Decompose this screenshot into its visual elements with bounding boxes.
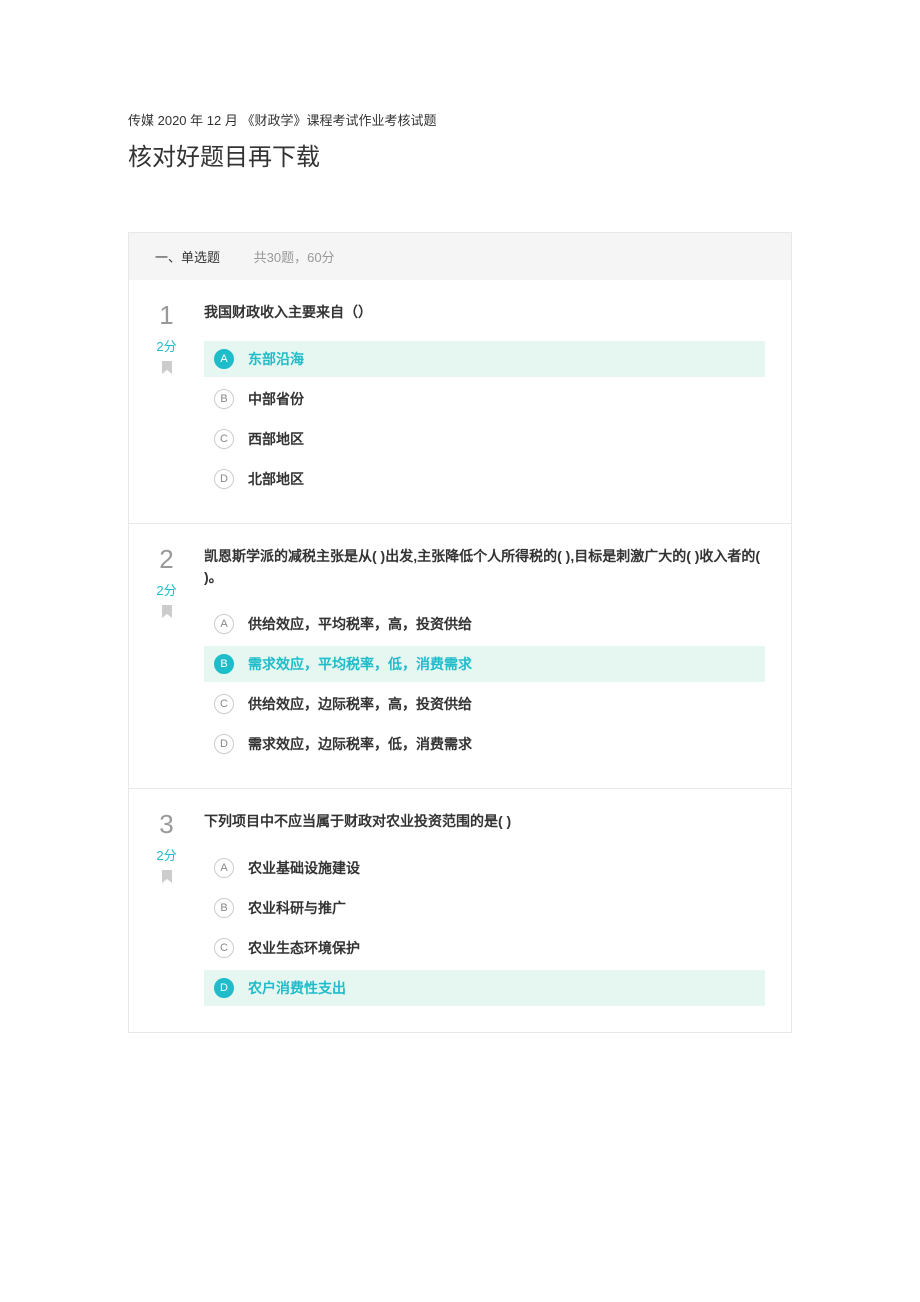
question-text: 凯恩斯学派的减税主张是从( )出发,主张降低个人所得税的( ),目标是刺激广大的… xyxy=(204,546,765,588)
question-content: 我国财政收入主要来自（） A 东部沿海 B 中部省份 C 西部地区 D 北部地区 xyxy=(204,302,791,501)
option-text: 农户消费性支出 xyxy=(248,978,346,998)
question-block: 22分凯恩斯学派的减税主张是从( )出发,主张降低个人所得税的( ),目标是刺激… xyxy=(129,523,791,788)
option-letter: B xyxy=(214,389,234,409)
bookmark-icon[interactable] xyxy=(161,361,173,375)
option-row[interactable]: D 北部地区 xyxy=(204,461,765,497)
bookmark-icon[interactable] xyxy=(161,605,173,619)
question-score: 2分 xyxy=(129,336,204,355)
question-content: 下列项目中不应当属于财政对农业投资范围的是( ) A 农业基础设施建设 B 农业科研与推… xyxy=(204,811,791,1010)
option-letter: A xyxy=(214,614,234,634)
option-letter: B xyxy=(214,898,234,918)
option-text: 需求效应，边际税率，低，消费需求 xyxy=(248,734,472,754)
page-main-title: 核对好题目再下载 xyxy=(128,137,792,172)
question-block: 32分下列项目中不应当属于财政对农业投资范围的是( )A农业基础设施建设B农业科… xyxy=(129,788,791,1032)
option-text: 西部地区 xyxy=(248,429,304,449)
option-row[interactable]: A 东部沿海 xyxy=(204,341,765,377)
section-header: 一、单选题 共30题，60分 xyxy=(129,233,791,280)
quiz-container: 一、单选题 共30题，60分 12分我国财政收入主要来自（）A东部沿海B中部省份… xyxy=(128,232,792,1033)
option-row[interactable]: B 需求效应，平均税率，低，消费需求 xyxy=(204,646,765,682)
questions-list: 12分我国财政收入主要来自（）A东部沿海B中部省份C西部地区D北部地区22分凯恩… xyxy=(129,280,791,1032)
option-text: 农业科研与推广 xyxy=(248,898,346,918)
question-score: 2分 xyxy=(129,580,204,599)
option-row[interactable]: C 供给效应，边际税率，高，投资供给 xyxy=(204,686,765,722)
option-row[interactable]: C 农业生态环境保护 xyxy=(204,930,765,966)
option-row[interactable]: B 农业科研与推广 xyxy=(204,890,765,926)
option-letter: C xyxy=(214,429,234,449)
page-header: 传媒 2020 年 12 月 《财政学》课程考试作业考核试题 核对好题目再下载 xyxy=(0,0,920,232)
bookmark-icon[interactable] xyxy=(161,870,173,884)
option-row[interactable]: A 供给效应，平均税率，高，投资供给 xyxy=(204,606,765,642)
option-text: 农业生态环境保护 xyxy=(248,938,360,958)
question-block: 12分我国财政收入主要来自（）A东部沿海B中部省份C西部地区D北部地区 xyxy=(129,280,791,523)
question-sidebar: 32分 xyxy=(129,811,204,1010)
section-type: 一、单选题 xyxy=(155,250,220,265)
option-text: 中部省份 xyxy=(248,389,304,409)
option-text: 北部地区 xyxy=(248,469,304,489)
option-letter: C xyxy=(214,938,234,958)
question-number: 1 xyxy=(129,302,204,328)
option-letter: D xyxy=(214,469,234,489)
option-row[interactable]: D 需求效应，边际税率，低，消费需求 xyxy=(204,726,765,762)
question-content: 凯恩斯学派的减税主张是从( )出发,主张降低个人所得税的( ),目标是刺激广大的… xyxy=(204,546,791,766)
option-text: 东部沿海 xyxy=(248,349,304,369)
question-score: 2分 xyxy=(129,845,204,864)
question-text: 我国财政收入主要来自（） xyxy=(204,302,765,323)
question-text: 下列项目中不应当属于财政对农业投资范围的是( ) xyxy=(204,811,765,832)
option-text: 供给效应，边际税率，高，投资供给 xyxy=(248,694,472,714)
option-row[interactable]: C 西部地区 xyxy=(204,421,765,457)
question-number: 2 xyxy=(129,546,204,572)
section-count: 共30题，60分 xyxy=(254,250,335,265)
option-letter: D xyxy=(214,734,234,754)
option-text: 需求效应，平均税率，低，消费需求 xyxy=(248,654,472,674)
option-text: 农业基础设施建设 xyxy=(248,858,360,878)
question-number: 3 xyxy=(129,811,204,837)
option-row[interactable]: A 农业基础设施建设 xyxy=(204,850,765,886)
option-row[interactable]: D 农户消费性支出 xyxy=(204,970,765,1006)
page-subtitle: 传媒 2020 年 12 月 《财政学》课程考试作业考核试题 xyxy=(128,110,792,129)
option-row[interactable]: B 中部省份 xyxy=(204,381,765,417)
option-letter: A xyxy=(214,858,234,878)
option-text: 供给效应，平均税率，高，投资供给 xyxy=(248,614,472,634)
option-letter: C xyxy=(214,694,234,714)
option-letter: A xyxy=(214,349,234,369)
option-letter: B xyxy=(214,654,234,674)
question-sidebar: 22分 xyxy=(129,546,204,766)
option-letter: D xyxy=(214,978,234,998)
question-sidebar: 12分 xyxy=(129,302,204,501)
